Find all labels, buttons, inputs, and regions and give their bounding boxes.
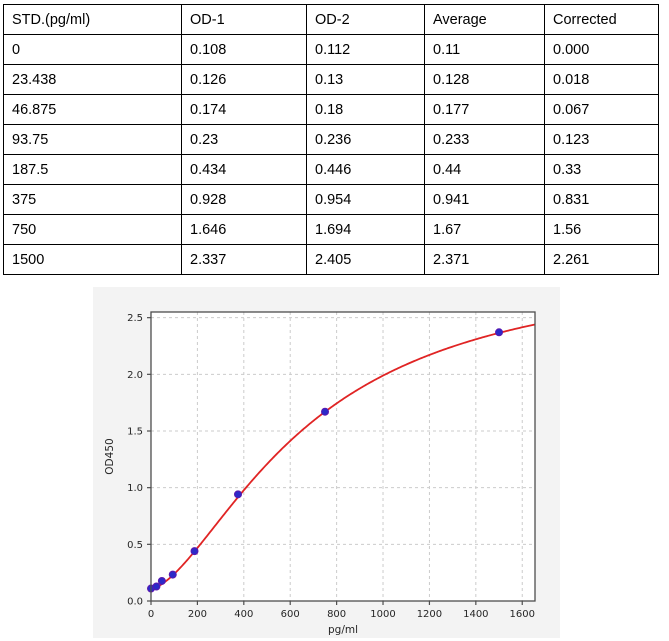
standard-curve-figure: 0 200 400 600 800 1000 1200 1400 1600 0.0 0.5 1.0 1.…: [93, 287, 560, 638]
table-cell: 0.233: [424, 124, 545, 155]
table-cell: 2.405: [306, 244, 425, 275]
table-cell: 0.13: [306, 64, 425, 95]
table-cell: 1.67: [424, 214, 545, 245]
plot-area: [151, 312, 535, 601]
table-cell: 0.108: [181, 34, 307, 65]
x-tick-label: 1200: [417, 609, 442, 620]
table-cell: 1.694: [306, 214, 425, 245]
table-row: 46.875 0.174 0.18 0.177 0.067: [3, 94, 659, 125]
table-row: 1500 2.337 2.405 2.371 2.261: [3, 244, 659, 275]
x-tick-label: 200: [188, 609, 207, 620]
y-axis-label: OD450: [104, 438, 116, 474]
column-header: OD-2: [306, 4, 425, 35]
table-cell: 187.5: [3, 154, 182, 185]
tick-marks: [147, 317, 523, 605]
table-cell: 0.33: [544, 154, 659, 185]
x-tick-label: 1400: [463, 609, 488, 620]
table-row: 0 0.108 0.112 0.11 0.000: [3, 34, 659, 65]
table-cell: 46.875: [3, 94, 182, 125]
x-tick-label: 1000: [370, 609, 395, 620]
table-row: 375 0.928 0.954 0.941 0.831: [3, 184, 659, 215]
column-header: STD.(pg/ml): [3, 4, 182, 35]
x-tick-label: 0: [148, 609, 154, 620]
data-point-marker: [234, 490, 243, 499]
standards-table: STD.(pg/ml) OD-1 OD-2 Average Corrected 0 0.1…: [3, 4, 659, 275]
table-body: 0 0.108 0.112 0.11 0.000 23.438 0.126 0.13 0.128…: [3, 34, 659, 275]
column-header: Corrected: [544, 4, 659, 35]
table-cell: 1.646: [181, 214, 307, 245]
table-cell: 23.438: [3, 64, 182, 95]
y-tick-label: 1.5: [127, 427, 143, 438]
data-point-marker: [495, 328, 504, 337]
standard-curve-chart: 0 200 400 600 800 1000 1200 1400 1600 0.0 0.5 1.0 1.…: [104, 311, 536, 636]
grid-lines: [150, 312, 535, 602]
x-tick-label: 400: [234, 609, 253, 620]
table-cell: 0.11: [424, 34, 545, 65]
table-row: 23.438 0.126 0.13 0.128 0.018: [3, 64, 659, 95]
table-cell: 0.000: [544, 34, 659, 65]
tick-labels: 0 200 400 600 800 1000 1200 1400 1600 0.0 0.5 1.0 1.…: [127, 313, 535, 620]
table-cell: 1.56: [544, 214, 659, 245]
table-cell: 0.18: [306, 94, 425, 125]
x-tick-label: 600: [281, 609, 300, 620]
table-cell: 2.337: [181, 244, 307, 275]
table-cell: 93.75: [3, 124, 182, 155]
table-cell: 0.941: [424, 184, 545, 215]
column-header: Average: [424, 4, 545, 35]
table-row: 93.75 0.23 0.236 0.233 0.123: [3, 124, 659, 155]
fit-curve-line: [150, 323, 536, 590]
table-cell: 0.236: [306, 124, 425, 155]
y-tick-label: 0.0: [127, 597, 143, 608]
data-point-marker: [152, 582, 161, 591]
table-header-row: STD.(pg/ml) OD-1 OD-2 Average Corrected: [3, 4, 659, 35]
x-tick-label: 1600: [510, 609, 535, 620]
y-tick-label: 2.5: [127, 313, 143, 324]
table-cell: 0.067: [544, 94, 659, 125]
table-cell: 0.434: [181, 154, 307, 185]
table-cell: 0.123: [544, 124, 659, 155]
table-cell: 0.831: [544, 184, 659, 215]
table-cell: 375: [3, 184, 182, 215]
x-tick-label: 800: [327, 609, 346, 620]
y-tick-label: 1.0: [127, 483, 143, 494]
table-cell: 750: [3, 214, 182, 245]
table-row: 750 1.646 1.694 1.67 1.56: [3, 214, 659, 245]
data-point-marker: [321, 407, 330, 416]
x-axis-label: pg/ml: [328, 624, 358, 636]
table-cell: 0.446: [306, 154, 425, 185]
table-cell: 0.174: [181, 94, 307, 125]
table-cell: 0.954: [306, 184, 425, 215]
data-point-marker: [190, 547, 199, 556]
table-cell: 0.112: [306, 34, 425, 65]
y-tick-label: 2.0: [127, 370, 143, 381]
table-cell: 0.928: [181, 184, 307, 215]
y-tick-label: 0.5: [127, 540, 143, 551]
table-cell: 0.44: [424, 154, 545, 185]
table-cell: 0.126: [181, 64, 307, 95]
table-row: 187.5 0.434 0.446 0.44 0.33: [3, 154, 659, 185]
table-cell: 0.128: [424, 64, 545, 95]
table-cell: 2.261: [544, 244, 659, 275]
table-cell: 0.23: [181, 124, 307, 155]
table-cell: 0.177: [424, 94, 545, 125]
plot-frame: [150, 311, 536, 602]
data-points: [147, 328, 504, 593]
data-point-marker: [157, 576, 166, 585]
table-cell: 1500: [3, 244, 182, 275]
table-cell: 2.371: [424, 244, 545, 275]
table-cell: 0: [3, 34, 182, 65]
column-header: OD-1: [181, 4, 307, 35]
table-cell: 0.018: [544, 64, 659, 95]
data-point-marker: [168, 570, 177, 579]
